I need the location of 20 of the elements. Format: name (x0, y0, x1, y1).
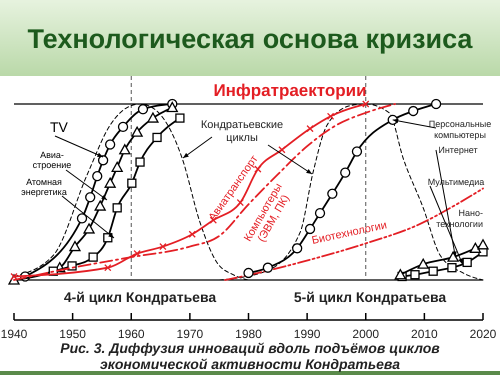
text: 5-й цикл Кондратьева (294, 289, 446, 305)
x-tick-label: 2000 (352, 327, 380, 341)
x-tick-label: 1940 (0, 327, 28, 341)
x-tick-label: 1950 (59, 327, 86, 341)
x-tick-label: 1980 (235, 327, 262, 341)
text: Рис. 3. Диффузия инноваций вдоль подъёмов циклов экономической активности Кондратьева (60, 340, 440, 372)
text: Авиа- строение (32, 150, 72, 170)
annotation: Персональные компьютеры (428, 119, 492, 140)
x-tick-label: 1970 (176, 327, 204, 341)
x-tick-label: 2010 (411, 327, 438, 341)
annotation: Кондратьевские циклы (200, 119, 284, 144)
text: TV (50, 119, 69, 135)
annotation: Интернет (438, 145, 478, 155)
chart-title: Технологическая основа кризиса (28, 24, 474, 54)
x-tick-label: 2020 (470, 327, 497, 341)
chart-subtitle: Инфратраектории (213, 81, 367, 100)
x-tick-label: 1960 (118, 327, 145, 341)
x-tick-label: 1990 (294, 327, 321, 341)
text: 4-й цикл Кондратьева (64, 289, 216, 305)
text: Атомная энергетика (21, 177, 67, 197)
